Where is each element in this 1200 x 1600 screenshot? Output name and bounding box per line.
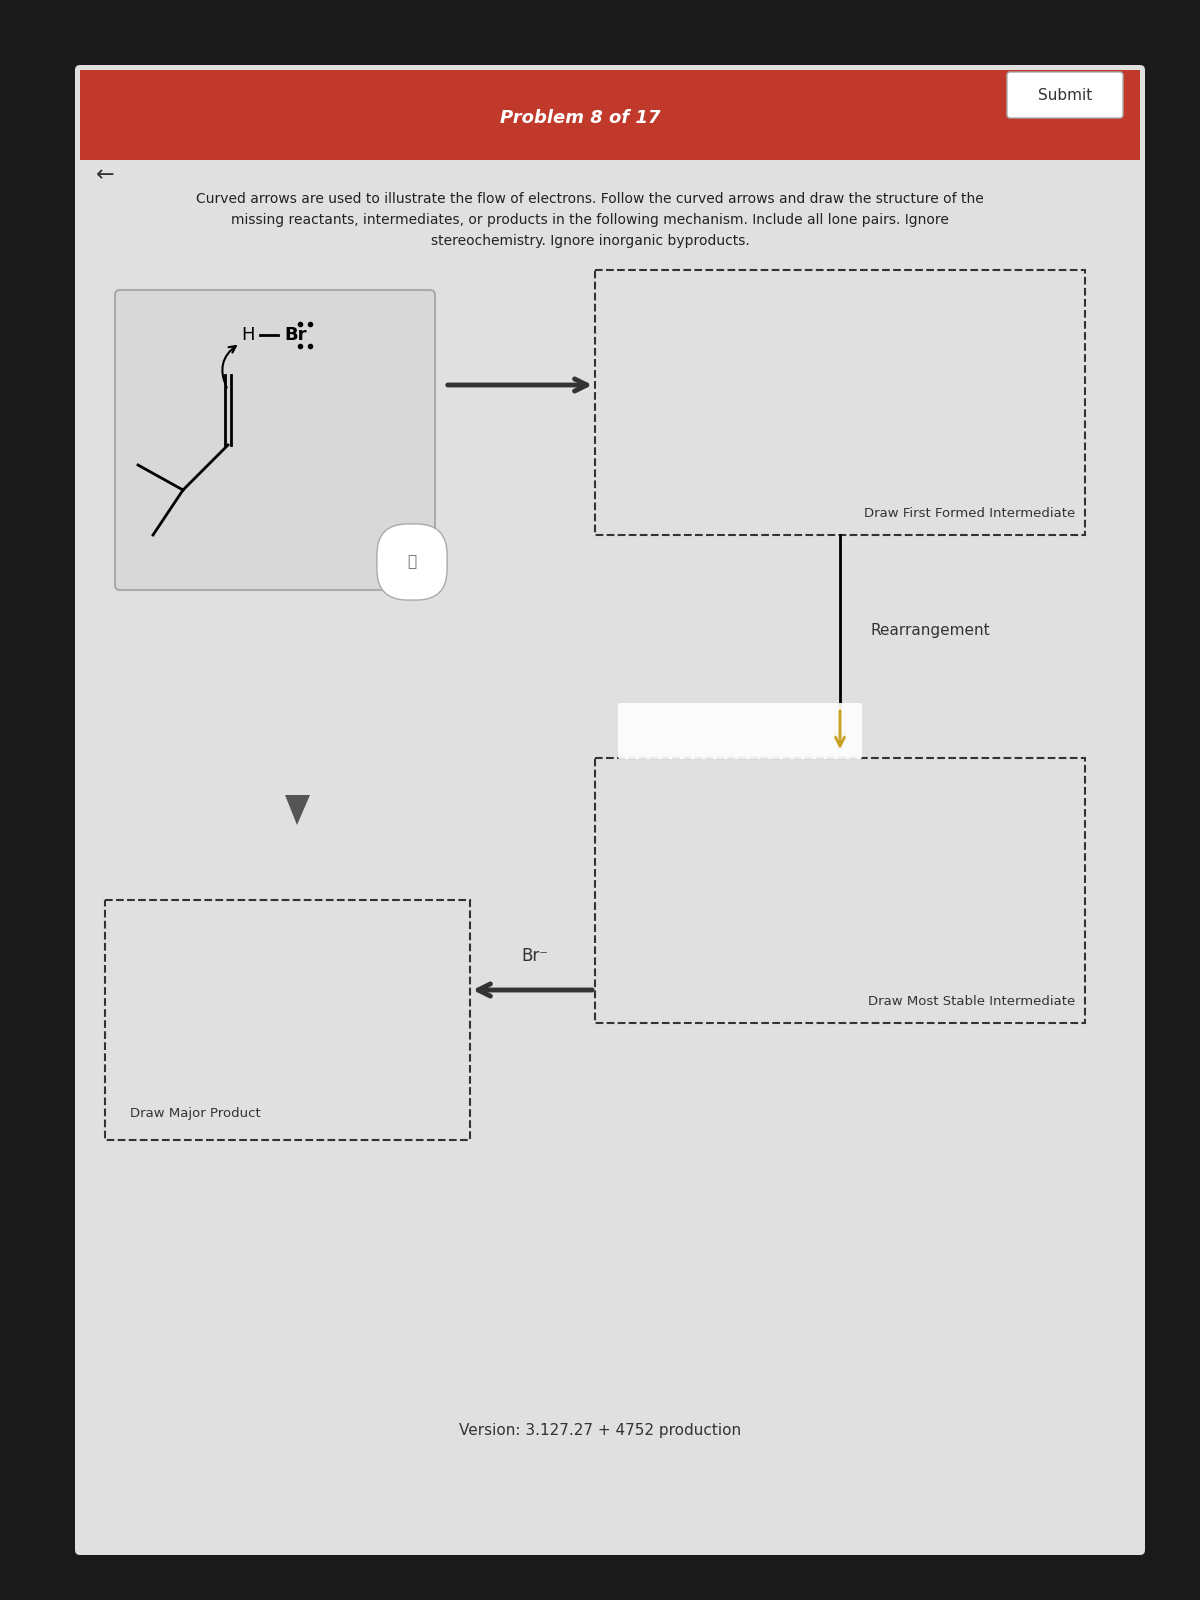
Text: Curved arrows are used to illustrate the flow of electrons. Follow the curved ar: Curved arrows are used to illustrate the… <box>196 192 984 248</box>
Text: Rearrangement: Rearrangement <box>870 622 990 637</box>
FancyBboxPatch shape <box>115 290 436 590</box>
Text: Br: Br <box>284 326 306 344</box>
Text: H: H <box>241 326 254 344</box>
Text: Version: 3.127.27 + 4752 production: Version: 3.127.27 + 4752 production <box>458 1422 742 1437</box>
Text: Draw Most Stable Intermediate: Draw Most Stable Intermediate <box>868 995 1075 1008</box>
FancyArrowPatch shape <box>222 346 236 387</box>
Polygon shape <box>286 795 310 826</box>
Text: Draw Major Product: Draw Major Product <box>130 1107 260 1120</box>
Bar <box>595 758 1085 1022</box>
FancyBboxPatch shape <box>74 66 1145 1555</box>
Text: Br⁻: Br⁻ <box>522 947 548 965</box>
Bar <box>595 270 1085 534</box>
Text: ←: ← <box>96 165 114 186</box>
FancyArrowPatch shape <box>835 710 845 746</box>
Bar <box>106 899 470 1139</box>
Text: ⌕: ⌕ <box>408 555 416 570</box>
Text: Submit: Submit <box>1038 88 1092 102</box>
Text: Problem 8 of 17: Problem 8 of 17 <box>499 109 660 126</box>
FancyBboxPatch shape <box>1007 72 1123 118</box>
Bar <box>80 70 1140 160</box>
FancyBboxPatch shape <box>618 702 862 758</box>
Text: Draw First Formed Intermediate: Draw First Formed Intermediate <box>864 507 1075 520</box>
